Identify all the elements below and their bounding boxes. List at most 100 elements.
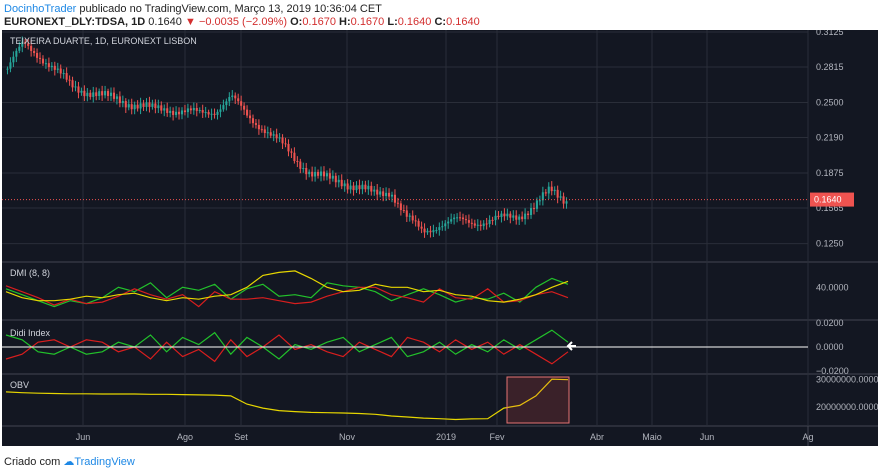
candle-body: [266, 132, 269, 134]
candle-body: [44, 63, 47, 65]
didi-pane-title: Didi Index: [10, 328, 51, 338]
candle-body: [186, 108, 189, 113]
candle-body: [74, 86, 77, 88]
obv-highlight-box: [506, 376, 570, 424]
candle-body: [12, 56, 15, 63]
candle-body: [59, 68, 62, 74]
candle-body: [393, 194, 396, 203]
candle-body: [456, 217, 459, 219]
candle-body: [500, 213, 503, 218]
candle-body: [204, 112, 207, 114]
candle-body: [71, 80, 74, 88]
candle-body: [62, 73, 65, 75]
candle-body: [450, 219, 453, 222]
high-label: H:: [339, 16, 351, 28]
candle-body: [112, 92, 115, 99]
candle-body: [136, 104, 139, 109]
candle-body: [290, 151, 293, 153]
candle-body: [447, 221, 450, 224]
candle-body: [476, 224, 479, 226]
chart-svg[interactable]: Jun Ago Set Nov 2019 Fev Abr Maio Jun Ag 0.3125 0.2…: [2, 27, 879, 446]
footer-brand[interactable]: TradingView: [74, 456, 135, 468]
candle-body: [349, 185, 352, 190]
candle-body: [414, 220, 417, 222]
candle-body: [95, 92, 98, 96]
candle-body: [482, 223, 485, 227]
candle-body: [101, 91, 104, 96]
footer-created-text: Criado com: [4, 456, 61, 468]
candle-body: [547, 186, 550, 194]
x-tick-label: Jun: [76, 432, 91, 442]
candle-body: [411, 215, 414, 221]
candle-body: [299, 161, 302, 169]
candle-body: [361, 184, 364, 190]
header-line-2: EURONEXT_DLY:TDSA, 1D 0.1640 ▼ −0.0035 (…: [4, 16, 480, 29]
candle-body: [180, 110, 184, 115]
candle-body: [210, 113, 213, 115]
candle-body: [27, 43, 30, 46]
candle-body: [284, 143, 287, 145]
candle-body: [98, 91, 101, 96]
chart-area[interactable]: Jun Ago Set Nov 2019 Fev Abr Maio Jun Ag 0.3125 0.2…: [2, 27, 879, 446]
candle-body: [358, 185, 361, 190]
candle-body: [142, 103, 145, 107]
symbol-text: EURONEXT_DLY:TDSA, 1D: [4, 16, 146, 28]
y-tick-label: 0.2815: [816, 62, 844, 72]
candle-body: [80, 90, 83, 93]
x-tick-label: Jun: [700, 432, 715, 442]
candle-body: [402, 210, 405, 212]
y-tick-label: 0.2500: [816, 98, 844, 108]
candle-body: [370, 185, 373, 192]
candle-body: [308, 171, 311, 175]
candle-body: [331, 175, 334, 179]
candle-body: [467, 220, 470, 223]
candle-body: [275, 134, 278, 139]
candle-body: [565, 201, 568, 204]
candle-body: [118, 96, 121, 104]
candle-body: [417, 220, 420, 227]
dmi-pane-title: DMI (8, 8): [10, 268, 50, 278]
candle-body: [509, 213, 512, 218]
candle-body: [302, 167, 305, 169]
candle-body: [38, 57, 42, 59]
candle-body: [272, 134, 275, 136]
candle-body: [524, 213, 527, 220]
candle-body: [33, 50, 36, 53]
author-link[interactable]: DocinhoTrader: [4, 3, 77, 15]
candle-body: [222, 105, 225, 110]
candle-body: [254, 123, 257, 125]
candle-body: [148, 102, 151, 107]
dmi-y-tick-label: 40.0000: [816, 282, 849, 292]
published-text: publicado no TradingView.com, Março 13, …: [79, 3, 382, 15]
candle-body: [225, 101, 228, 106]
open-value: 0.1670: [302, 16, 336, 28]
candle-body: [278, 137, 281, 139]
candle-body: [390, 194, 394, 197]
candle-body: [461, 217, 465, 220]
candle-body: [488, 219, 491, 224]
candle-body: [317, 171, 320, 176]
candle-body: [396, 202, 399, 204]
x-tick-label: Set: [234, 432, 248, 442]
candle-body: [263, 129, 266, 134]
low-value: 0.1640: [397, 16, 432, 28]
y-tick-label: 0.1565: [816, 203, 844, 213]
candle-body: [527, 213, 530, 215]
candle-body: [154, 103, 157, 109]
candle-body: [503, 213, 506, 217]
candle-body: [36, 52, 39, 58]
candle-body: [86, 92, 89, 97]
obv-pane-title: OBV: [10, 380, 29, 390]
x-tick-label: Abr: [590, 432, 604, 442]
candle-body: [515, 215, 518, 220]
candle-body: [213, 113, 216, 115]
candle-body: [352, 185, 355, 191]
candle-body: [219, 109, 222, 112]
candle-body: [314, 171, 317, 177]
candle-body: [133, 104, 136, 110]
down-arrow-icon: ▼: [184, 16, 196, 28]
close-value: 0.1640: [446, 16, 480, 28]
tradingview-logo-icon: ☁: [63, 456, 75, 468]
didi-y-tick-label: 0.0200: [816, 318, 844, 328]
candle-body: [311, 171, 314, 177]
